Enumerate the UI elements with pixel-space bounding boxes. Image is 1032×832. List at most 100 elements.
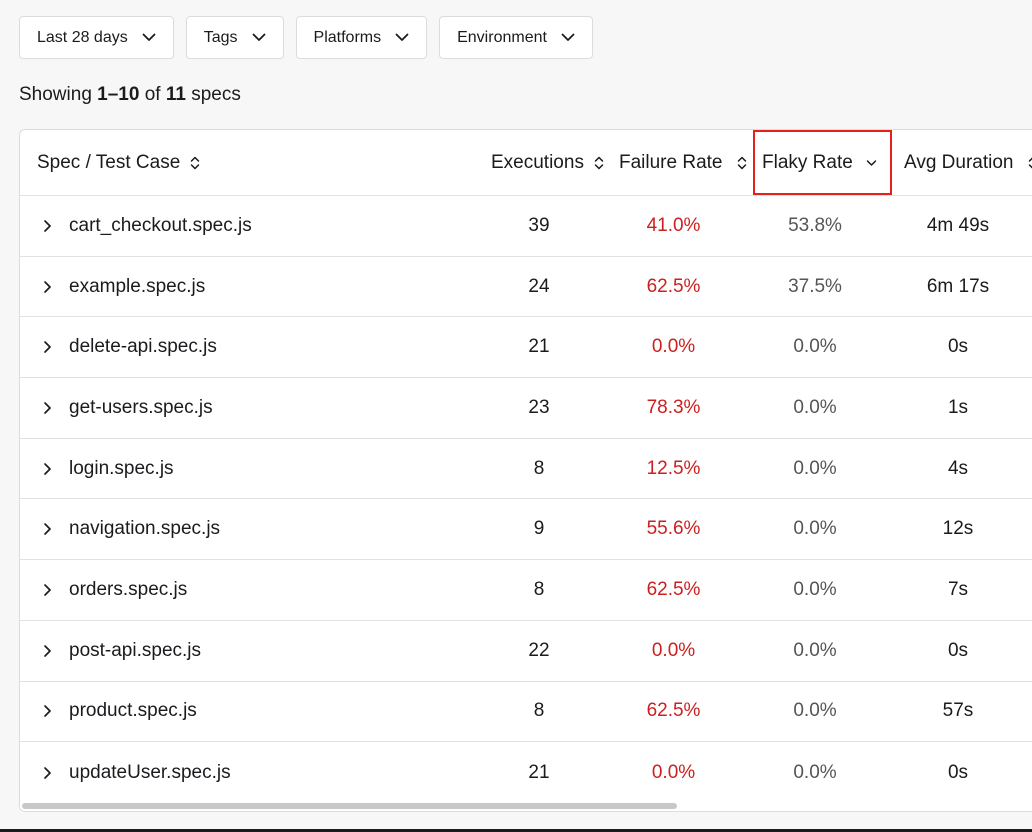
summary-prefix: Showing (19, 84, 98, 105)
spec-name[interactable]: delete-api.spec.js (69, 336, 217, 358)
summary-total: 11 (165, 84, 186, 105)
chevron-right-icon[interactable] (40, 621, 54, 681)
failure-rate-value: 78.3% (646, 396, 701, 418)
executions-value: 23 (528, 396, 550, 418)
avg-duration-value: 1s (947, 396, 969, 418)
avg-duration-value: 0s (947, 761, 969, 783)
specs-table: Spec / Test Case Executions Failure Rate… (19, 129, 1032, 812)
avg-duration-value: 7s (947, 578, 969, 600)
scrollbar-thumb[interactable] (22, 803, 677, 809)
spec-name[interactable]: login.spec.js (69, 457, 174, 479)
filter-label: Last 28 days (37, 28, 128, 46)
flaky-rate-value: 0.0% (793, 578, 837, 600)
filter-tags[interactable]: Tags (185, 16, 284, 59)
avg-duration-value: 4m 49s (926, 214, 990, 236)
spec-name[interactable]: example.spec.js (69, 275, 206, 297)
chevron-down-icon (866, 160, 877, 166)
summary-middle: of (139, 84, 166, 105)
table-header: Spec / Test Case Executions Failure Rate… (20, 130, 1032, 196)
filter-date-range[interactable]: Last 28 days (19, 16, 174, 59)
column-header-label: Executions (491, 152, 584, 173)
table-row[interactable]: example.spec.js 24 62.5% 37.5% 6m 17s (20, 257, 1032, 318)
spec-name[interactable]: cart_checkout.spec.js (69, 214, 252, 236)
spec-name[interactable]: product.spec.js (69, 700, 197, 722)
column-header-executions[interactable]: Executions (491, 130, 604, 196)
chevron-right-icon[interactable] (40, 378, 54, 438)
column-header-label: Failure Rate (619, 152, 723, 173)
column-header-spec[interactable]: Spec / Test Case (37, 130, 200, 196)
sort-icon (1028, 156, 1032, 170)
chevron-down-icon (142, 33, 156, 41)
filter-environment[interactable]: Environment (439, 16, 593, 59)
avg-duration-value: 0s (947, 639, 969, 661)
summary-range: 1–10 (97, 84, 140, 105)
filter-bar: Last 28 days Tags Platforms Environment (19, 16, 593, 59)
flaky-rate-value: 0.0% (793, 639, 837, 661)
chevron-down-icon (561, 33, 575, 41)
spec-name[interactable]: get-users.spec.js (69, 396, 213, 418)
failure-rate-value: 55.6% (646, 518, 701, 540)
failure-rate-value: 0.0% (651, 336, 696, 358)
failure-rate-value: 41.0% (646, 214, 701, 236)
failure-rate-value: 0.0% (651, 761, 696, 783)
chevron-right-icon[interactable] (40, 742, 54, 803)
chevron-right-icon[interactable] (40, 499, 54, 559)
executions-value: 39 (528, 214, 550, 236)
spec-name[interactable]: updateUser.spec.js (69, 761, 231, 783)
sort-icon (191, 156, 200, 170)
window-bottom-edge (0, 829, 1032, 832)
avg-duration-value: 4s (947, 457, 969, 479)
chevron-right-icon[interactable] (40, 196, 54, 256)
failure-rate-value: 62.5% (646, 578, 701, 600)
executions-value: 21 (528, 761, 550, 783)
column-header-failure-rate[interactable]: Failure Rate (619, 130, 747, 196)
failure-rate-value: 12.5% (646, 457, 701, 479)
table-row[interactable]: navigation.spec.js 9 55.6% 0.0% 12s (20, 499, 1032, 561)
column-header-label: Flaky Rate (762, 152, 853, 173)
table-row[interactable]: get-users.spec.js 23 78.3% 0.0% 1s (20, 378, 1032, 439)
chevron-down-icon (252, 33, 265, 41)
executions-value: 9 (533, 518, 545, 540)
flaky-rate-value: 0.0% (793, 700, 837, 722)
flaky-rate-value: 0.0% (793, 336, 837, 358)
table-row[interactable]: product.spec.js 8 62.5% 0.0% 57s (20, 682, 1032, 743)
failure-rate-value: 62.5% (646, 700, 701, 722)
executions-value: 8 (533, 457, 545, 479)
summary-suffix: specs (185, 84, 241, 105)
table-row[interactable]: login.spec.js 8 12.5% 0.0% 4s (20, 439, 1032, 500)
flaky-rate-value: 0.0% (793, 396, 837, 418)
avg-duration-value: 57s (942, 700, 974, 722)
chevron-right-icon[interactable] (40, 257, 54, 317)
flaky-rate-value: 53.8% (788, 214, 842, 236)
table-row[interactable]: cart_checkout.spec.js 39 41.0% 53.8% 4m 49s (20, 196, 1032, 257)
filter-platforms[interactable]: Platforms (295, 16, 428, 59)
column-header-avg-duration[interactable]: Avg Duration (904, 130, 1032, 196)
flaky-rate-value: 0.0% (793, 457, 837, 479)
avg-duration-value: 12s (942, 518, 974, 540)
chevron-down-icon (395, 33, 409, 41)
sort-icon (737, 156, 746, 170)
failure-rate-value: 0.0% (651, 639, 696, 661)
chevron-right-icon[interactable] (40, 439, 54, 499)
sort-icon (594, 156, 604, 170)
flaky-rate-value: 0.0% (793, 761, 837, 783)
filter-label: Environment (457, 28, 547, 46)
spec-name[interactable]: orders.spec.js (69, 578, 188, 600)
chevron-right-icon[interactable] (40, 560, 54, 620)
executions-value: 22 (528, 639, 550, 661)
spec-name[interactable]: navigation.spec.js (69, 518, 221, 540)
table-row[interactable]: delete-api.spec.js 21 0.0% 0.0% 0s (20, 317, 1032, 379)
failure-rate-value: 62.5% (646, 275, 701, 297)
chevron-right-icon[interactable] (40, 317, 54, 377)
filter-label: Platforms (313, 28, 382, 46)
column-header-flaky-rate[interactable]: Flaky Rate (762, 130, 877, 196)
executions-value: 8 (533, 578, 545, 600)
spec-name[interactable]: post-api.spec.js (69, 639, 202, 661)
table-row[interactable]: post-api.spec.js 22 0.0% 0.0% 0s (20, 621, 1032, 682)
horizontal-scrollbar[interactable] (20, 801, 1032, 811)
column-header-label: Avg Duration (904, 152, 1014, 173)
table-row[interactable]: updateUser.spec.js 21 0.0% 0.0% 0s (20, 742, 1032, 803)
chevron-right-icon[interactable] (40, 682, 54, 742)
table-row[interactable]: orders.spec.js 8 62.5% 0.0% 7s (20, 560, 1032, 621)
executions-value: 21 (528, 336, 550, 358)
